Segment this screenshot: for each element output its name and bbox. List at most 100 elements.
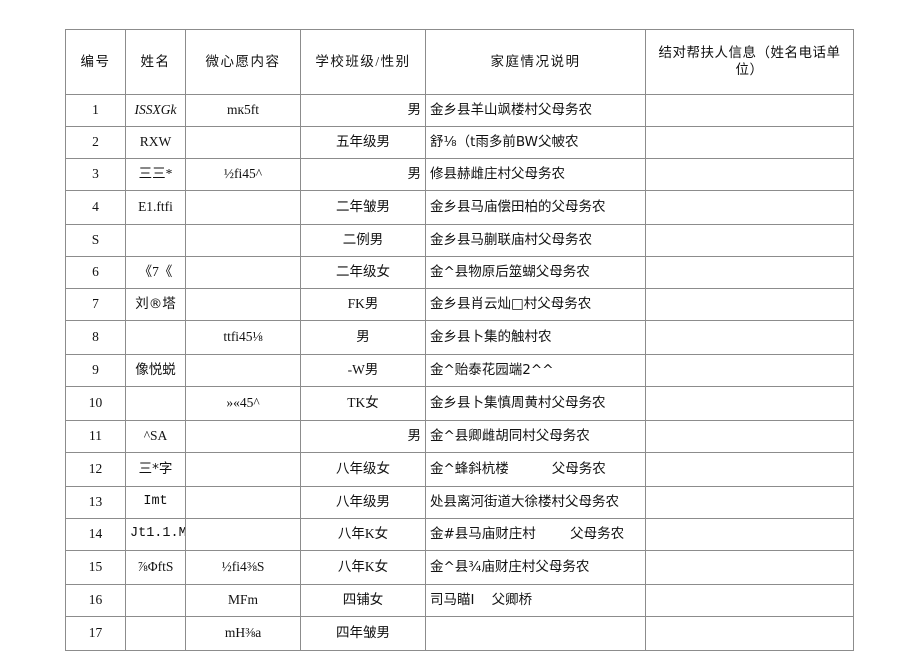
table-row: 13 Imt 八年级男 处县离河街道大徐楼村父母务农 xyxy=(65,486,854,519)
cell-name: Imt xyxy=(125,486,186,519)
cell-wish xyxy=(185,126,301,159)
cell-school: 男 xyxy=(300,94,426,127)
cell-school: 二例男 xyxy=(300,224,426,257)
cell-helper xyxy=(645,224,854,257)
cell-family: 金乡县肖云灿□村父母务农 xyxy=(425,288,646,321)
cell-family: 舒⅛（t雨多前BW父帔农 xyxy=(425,126,646,159)
table-row: S 二例男 金乡县马蒯联庙村父母务农 xyxy=(65,224,854,257)
table-row: 8 ttfi45⅛ 男金乡县卜集的触村农 xyxy=(65,320,854,355)
cell-school: 二年皱男 xyxy=(300,190,426,225)
cell-helper xyxy=(645,452,854,487)
cell-id: 8 xyxy=(65,320,126,355)
table-row: 10 »«45^ TK女 金乡县卜集慎周黄村父母务农 xyxy=(65,386,854,421)
cell-wish: ½fi4⅜S xyxy=(185,550,301,585)
cell-id: 10 xyxy=(65,386,126,421)
cell-helper xyxy=(645,584,854,617)
cell-family: 金乡县马蒯联庙村父母务农 xyxy=(425,224,646,257)
cell-family: 金乡县卜集慎周黄村父母务农 xyxy=(425,386,646,421)
cell-helper xyxy=(645,256,854,289)
cell-family: 金^县物原后筮蝴父母务农 xyxy=(425,256,646,289)
cell-school: 八年级女 xyxy=(300,452,426,487)
cell-wish: mH⅜a xyxy=(185,616,301,651)
table-row: 7 刘®塔 FK男 金乡县肖云灿□村父母务农 xyxy=(65,288,854,321)
cell-school: 八年级男 xyxy=(300,486,426,519)
cell-id: 11 xyxy=(65,420,126,453)
column-header-helper: 结对帮扶人信息（姓名电话单位） xyxy=(645,29,854,95)
cell-helper xyxy=(645,550,854,585)
cell-name: 刘®塔 xyxy=(125,288,186,321)
cell-name xyxy=(125,224,186,257)
cell-name: ⅞ΦftS xyxy=(125,550,186,585)
cell-school: 男 xyxy=(300,420,426,453)
table-row: 16 MFm 四铺女 司马瞄I 父卿桥 xyxy=(65,584,854,617)
table-row: 9 像悦蜕 -W男 金^贻泰花园端2^^ xyxy=(65,354,854,387)
cell-name: ISSXGk xyxy=(125,94,186,127)
cell-wish: mк5ft xyxy=(185,94,301,127)
cell-wish: ½fi45^ xyxy=(185,158,301,191)
cell-wish xyxy=(185,288,301,321)
column-header-name: 姓名 xyxy=(125,29,186,95)
cell-helper xyxy=(645,354,854,387)
cell-id: 1 xyxy=(65,94,126,127)
column-header-family: 家庭情况说明 xyxy=(425,29,646,95)
table-row: 15 ⅞ΦftS ½fi4⅜S 八年K女 金^县¾庙财庄村父母务农 xyxy=(65,550,854,585)
cell-school: 男 xyxy=(300,158,426,191)
cell-id: 14 xyxy=(65,518,126,551)
cell-family: 司马瞄I 父卿桥 xyxy=(425,584,646,617)
cell-wish xyxy=(185,224,301,257)
cell-family: 金^蜂斜杭楼 父母务农 xyxy=(425,452,646,487)
cell-helper xyxy=(645,486,854,519)
cell-helper xyxy=(645,616,854,651)
cell-family: 金乡县羊山飒楼村父母务农 xyxy=(425,94,646,127)
cell-id: 15 xyxy=(65,550,126,585)
cell-name xyxy=(125,584,186,617)
cell-name xyxy=(125,320,186,355)
cell-family: 金^县¾庙财庄村父母务农 xyxy=(425,550,646,585)
cell-school: -W男 xyxy=(300,354,426,387)
cell-name: E1.ftfi xyxy=(125,190,186,225)
column-header-school: 学校班级/性别 xyxy=(300,29,426,95)
cell-school: 五年级男 xyxy=(300,126,426,159)
cell-family: 金^县卿雌胡同村父母务农 xyxy=(425,420,646,453)
cell-name: ^SA xyxy=(125,420,186,453)
cell-family: 金^贻泰花园端2^^ xyxy=(425,354,646,387)
cell-wish xyxy=(185,518,301,551)
cell-id: 4 xyxy=(65,190,126,225)
cell-school: 四年皱男 xyxy=(300,616,426,651)
table-header: 编号 姓名 微心愿内容 学校班级/性别 家庭情况说明 结对帮扶人信息（姓名电话单… xyxy=(65,29,854,95)
cell-school: 男 xyxy=(300,320,426,355)
cell-name: RXW xyxy=(125,126,186,159)
cell-name: Jt1.1.M xyxy=(125,518,186,551)
table-row: 1 ISSXGk mк5ft 男金乡县羊山飒楼村父母务农 xyxy=(65,94,854,127)
table-row: 6 《7《 二年级女 金^县物原后筮蝴父母务农 xyxy=(65,256,854,289)
cell-wish xyxy=(185,452,301,487)
cell-name: 像悦蜕 xyxy=(125,354,186,387)
cell-id: 16 xyxy=(65,584,126,617)
cell-school: 八年K女 xyxy=(300,550,426,585)
cell-name: 《7《 xyxy=(125,256,186,289)
cell-school: TK女 xyxy=(300,386,426,421)
column-header-id: 编号 xyxy=(65,29,126,95)
cell-family: 金乡县卜集的触村农 xyxy=(425,320,646,355)
cell-name: 三三* xyxy=(125,158,186,191)
cell-wish: ttfi45⅛ xyxy=(185,320,301,355)
cell-helper xyxy=(645,386,854,421)
micro-wish-table: 编号 姓名 微心愿内容 学校班级/性别 家庭情况说明 结对帮扶人信息（姓名电话单… xyxy=(65,29,854,651)
table-row: 14 Jt1.1.M 八年K女 金#县马庙财庄村 父母务农 xyxy=(65,518,854,551)
cell-name xyxy=(125,386,186,421)
cell-helper xyxy=(645,288,854,321)
cell-school: FK男 xyxy=(300,288,426,321)
cell-wish xyxy=(185,420,301,453)
cell-helper xyxy=(645,320,854,355)
cell-wish xyxy=(185,256,301,289)
cell-wish: »«45^ xyxy=(185,386,301,421)
cell-name xyxy=(125,616,186,651)
table-row: 11 ^SA 男金^县卿雌胡同村父母务农 xyxy=(65,420,854,453)
cell-id: S xyxy=(65,224,126,257)
cell-id: 9 xyxy=(65,354,126,387)
cell-id: 13 xyxy=(65,486,126,519)
table-row: 3 三三* ½fi45^ 男修县赫雌庄村父母务农 xyxy=(65,158,854,191)
cell-wish: MFm xyxy=(185,584,301,617)
cell-wish xyxy=(185,354,301,387)
